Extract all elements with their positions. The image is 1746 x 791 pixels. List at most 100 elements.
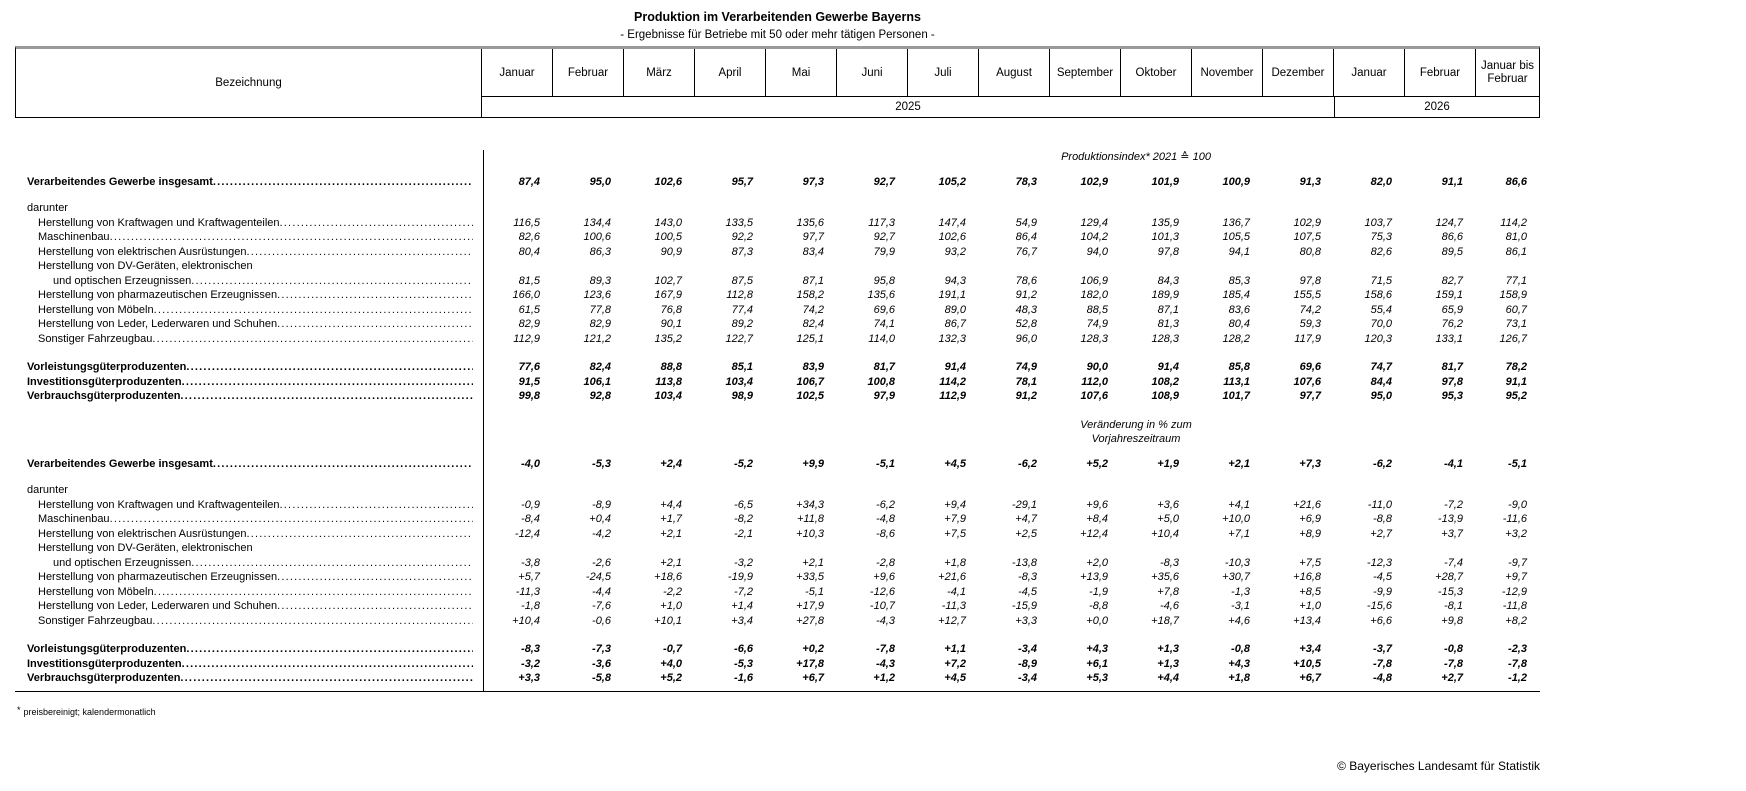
row-label-cell: Verarbeitendes Gewerbe insgesamt (15, 457, 483, 472)
value-cell: -24,5 (585, 571, 611, 583)
row-label-cell: Herstellung von pharmazeutischen Erzeugn… (15, 570, 483, 585)
value-cell: 61,5 (518, 303, 540, 316)
value-cell: 167,9 (654, 289, 682, 301)
dot-leader (152, 332, 473, 347)
dot-leader (277, 570, 473, 585)
row-values: 61,5 77,8 76,8 77,4 74,2 69,6 89,0 48,3 88,5 87,1… (483, 303, 1540, 318)
value-cell: 55,4 (1370, 303, 1392, 316)
value-cell: 88,5 (1086, 303, 1108, 316)
value-cell: 94,1 (1228, 245, 1250, 258)
value-cell: 112,8 (726, 289, 753, 301)
value-cell: 81,7 (1441, 361, 1463, 373)
value-cell: 78,1 (1015, 375, 1037, 388)
footnote-text: preisbereinigt; kalendermonatlich (23, 706, 156, 717)
value-cell: +9,7 (1505, 571, 1527, 583)
value-cell: +7,8 (1157, 585, 1179, 598)
copyright: © Bayerisches Landesamt für Statistik (1337, 758, 1540, 773)
dot-leader (110, 512, 473, 527)
value-cell: 98,9 (731, 390, 753, 402)
row-values: 99,8 92,8 103,4 98,9 102,5 97,9 112,9 91,2 107,6… (483, 389, 1540, 404)
month-header: Juni (837, 49, 908, 96)
dot-leader (180, 671, 473, 686)
value-cell: 60,7 (1505, 303, 1527, 316)
value-cell: 132,3 (938, 332, 966, 345)
table-row: Herstellung von Möbeln 61,5 77,8 76,8 77,4 74… (15, 303, 1540, 318)
value-cell: +4,7 (1015, 513, 1037, 525)
value-cell: 159,1 (1435, 289, 1463, 301)
value-cell: 82,9 (518, 318, 540, 330)
value-cell: 83,9 (802, 361, 824, 373)
value-cell: -6,2 (876, 498, 895, 511)
value-cell: +0,4 (589, 513, 611, 525)
row-label-cell: Maschinenbau (15, 512, 483, 527)
dot-leader (280, 216, 473, 231)
value-cell: +1,0 (660, 600, 682, 612)
value-cell: -5,8 (592, 672, 611, 684)
value-cell: -3,2 (734, 556, 753, 569)
value-cell: 82,6 (1370, 245, 1392, 258)
value-cell: -0,8 (1444, 643, 1463, 655)
value-cell: 86,7 (944, 318, 966, 330)
value-cell: 59,3 (1299, 318, 1321, 330)
value-cell: 100,5 (654, 231, 682, 243)
value-cell: 54,9 (1015, 216, 1037, 229)
value-cell: 76,8 (660, 303, 682, 316)
row-label: Sonstiger Fahrzeugbau (38, 614, 153, 627)
value-cell: -5,1 (876, 457, 895, 470)
value-cell: 77,8 (589, 303, 611, 316)
value-cell: -4,3 (876, 657, 895, 670)
value-cell: +1,7 (660, 513, 682, 525)
value-cell: 101,3 (1151, 231, 1179, 243)
row-values: 87,4 95,0 102,6 95,7 97,3 92,7 105,2 78,3 102,9 1… (483, 175, 1540, 190)
value-cell: +10,5 (1293, 657, 1321, 670)
value-cell: -2,3 (1508, 643, 1527, 655)
value-cell: 79,9 (873, 245, 895, 258)
value-cell: 91,4 (1157, 361, 1179, 373)
table-row: Herstellung von pharmazeutischen Erzeugn… (15, 570, 1540, 585)
row-label: darunter (27, 484, 68, 496)
row-label-cell: darunter (15, 483, 483, 498)
value-cell: 77,1 (1505, 274, 1527, 287)
dot-leader (186, 360, 473, 375)
value-cell: -19,9 (727, 571, 753, 583)
row-values: 82,6 100,6 100,5 92,2 97,7 92,7 102,6 86,4 104,2… (483, 230, 1540, 245)
value-cell: 113,1 (1223, 375, 1250, 388)
value-cell: +2,7 (1441, 672, 1463, 684)
value-cell: 106,1 (583, 375, 611, 388)
row-label: Herstellung von DV-Geräten, elektronisch… (38, 542, 253, 554)
value-cell: 86,1 (1505, 245, 1527, 258)
value-cell: 92,7 (873, 231, 895, 243)
value-cell: +9,6 (1086, 498, 1108, 511)
value-cell: 81,5 (518, 274, 540, 287)
value-cell: 102,6 (938, 231, 966, 243)
value-cell: +4,4 (660, 498, 682, 511)
value-cell: -0,8 (1231, 643, 1250, 655)
dot-leader (154, 303, 473, 318)
value-cell: +34,3 (796, 498, 824, 511)
header-year-row: 2025 2026 (482, 96, 1539, 117)
value-cell: 182,0 (1080, 289, 1108, 301)
month-header: September (1050, 49, 1121, 96)
value-cell: -10,7 (869, 600, 895, 612)
value-cell: 126,7 (1499, 332, 1527, 345)
value-cell: -2,6 (592, 556, 611, 569)
value-cell: 85,3 (1228, 274, 1250, 287)
row-values: -0,9 -8,9 +4,4 -6,5 +34,3 -6,2 +9,4 -29,1 +9,6 +3… (483, 498, 1540, 513)
value-cell: +4,5 (944, 457, 966, 470)
value-cell: 112,9 (513, 332, 540, 345)
row-values: -3,2 -3,6 +4,0 -5,3 +17,8 -4,3 +7,2 -8,9 +6,1 +1,… (483, 657, 1540, 672)
value-cell: +7,5 (944, 527, 966, 540)
value-cell: 95,0 (1370, 390, 1392, 402)
row-values: -4,0 -5,3 +2,4 -5,2 +9,9 -5,1 +4,5 -6,2 +5,2 +1,9… (483, 457, 1540, 472)
value-cell: 74,2 (1299, 303, 1321, 316)
dot-leader (213, 175, 473, 190)
value-cell: -11,8 (1502, 600, 1527, 612)
row-label: darunter (27, 202, 68, 214)
value-cell: +6,7 (1299, 672, 1321, 684)
value-cell: 155,5 (1293, 289, 1321, 301)
value-cell: 87,4 (518, 175, 540, 188)
value-cell: -3,1 (1231, 600, 1250, 612)
row-values: -1,8 -7,6 +1,0 +1,4 +17,9 -10,7 -11,3 -15,9 -8,8… (483, 599, 1540, 614)
value-cell: 189,9 (1151, 289, 1179, 301)
value-cell: 136,7 (1222, 216, 1250, 229)
